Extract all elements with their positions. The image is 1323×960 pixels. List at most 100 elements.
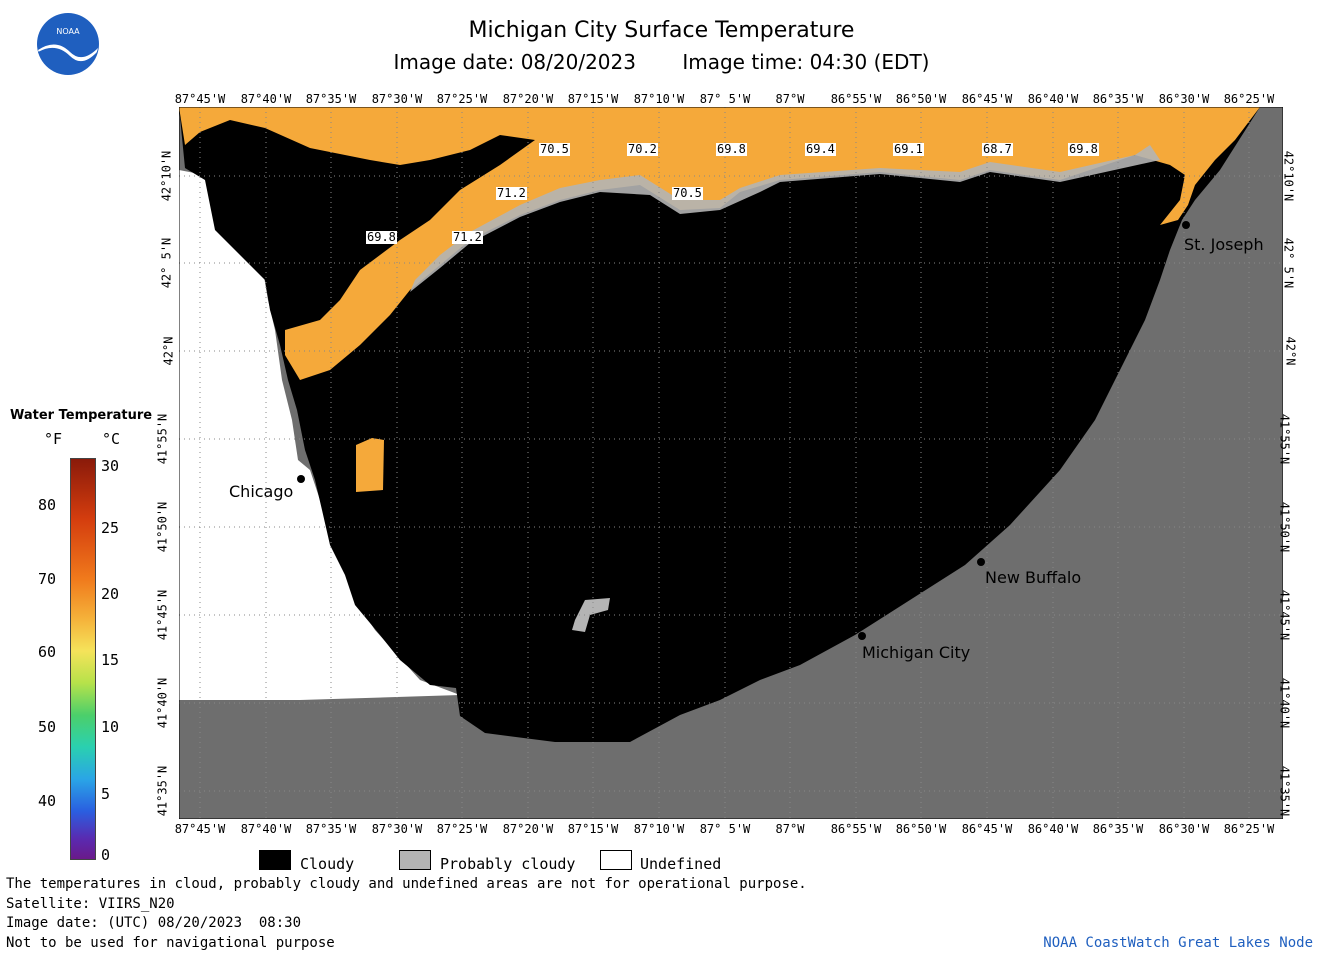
temp-label: 69.1 [893,142,924,156]
lat-tick: 42°10'N [159,150,174,202]
lat-tick: 41°45'N [155,589,170,641]
image-datetime: Image date: 08/20/2023 Image time: 04:30… [0,50,1323,74]
key-undefined-label: Undefined [640,855,722,873]
lon-tick: 87°20'W [502,92,554,106]
lon-tick: 87°25'W [436,822,488,836]
color-scale-bar [70,458,96,860]
city-label-new-buffalo: New Buffalo [985,568,1082,587]
city-label-st-joseph: St. Joseph [1184,235,1264,254]
chicago-marker [297,475,305,483]
temp-label: 69.4 [805,142,836,156]
lat-tick: 42°N [1283,336,1298,366]
temp-label: 70.5 [539,142,570,156]
lat-tick: 42°N [161,336,176,366]
lon-tick: 87°10'W [633,822,685,836]
svg-text:NOAA: NOAA [56,27,80,36]
lat-tick: 41°50'N [155,501,170,553]
probably-cloudy-area [410,145,1160,292]
lat-tick: 41°55'N [155,413,170,465]
lon-tick: 87° 5'W [699,822,751,836]
image-time: Image time: 04:30 (EDT) [682,50,930,74]
lat-tick: 42° 5'N [159,237,174,289]
temp-label: 69.8 [366,230,397,244]
temp-label: 71.2 [496,186,527,200]
lat-tick: 41°40'N [1277,677,1292,729]
temperature-map [179,107,1283,819]
lat-tick: 42°10'N [1281,150,1296,202]
probably-cloudy-patch [572,598,610,632]
lon-tick: 87°25'W [436,92,488,106]
warm-water-patch [356,438,384,492]
key-cloudy-label: Cloudy [300,855,355,873]
legend-c-tick: 5 [101,785,111,803]
lon-tick: 87°15'W [567,822,619,836]
lon-tick: 86°40'W [1027,92,1079,106]
legend-c-tick: 25 [101,519,120,537]
lon-tick: 86°35'W [1092,822,1144,836]
legend-f-tick: 70 [38,570,57,588]
legend-c-tick: 20 [101,585,120,603]
legend-unit-f: °F [44,430,63,448]
temp-label: 69.8 [1068,142,1099,156]
legend-f-tick: 50 [38,718,57,736]
lon-tick: 87°30'W [371,822,423,836]
lat-tick: 41°50'N [1277,501,1292,553]
lon-tick: 86°55'W [830,822,882,836]
michigan-city-marker [858,632,866,640]
page-title: Michigan City Surface Temperature [468,18,855,43]
lon-tick: 86°50'W [895,822,947,836]
temp-label: 71.2 [452,230,483,244]
lat-grid [179,175,1283,792]
lon-tick: 87°10'W [633,92,685,106]
key-probably-cloudy-label: Probably cloudy [440,855,576,873]
lon-tick: 87°W [775,92,805,106]
warm-water-area [179,107,1260,380]
temp-label: 69.8 [716,142,747,156]
lat-tick: 41°55'N [1277,413,1292,465]
footer-image-date-utc: Image date: (UTC) 08/20/2023 08:30 [6,915,302,931]
lon-grid [199,107,1250,819]
legend-c-tick: 15 [101,651,120,669]
lon-tick: 86°45'W [961,92,1013,106]
lon-tick: 87°45'W [174,822,226,836]
lon-tick: 86°30'W [1158,92,1210,106]
lon-tick: 86°55'W [830,92,882,106]
lon-tick: 87°45'W [174,92,226,106]
city-label-chicago: Chicago [229,482,294,501]
legend-unit-c: °C [102,430,121,448]
lon-tick: 87° 5'W [699,92,751,106]
noaa-logo: NOAA [36,12,100,76]
lat-tick: 41°40'N [155,677,170,729]
lon-tick: 87°35'W [305,92,357,106]
lon-tick: 86°30'W [1158,822,1210,836]
lon-tick: 87°20'W [502,822,554,836]
footer-satellite: Satellite: VIIRS_N20 [6,896,175,912]
lon-tick: 87°40'W [240,92,292,106]
lat-tick: 41°35'N [155,765,170,817]
footer-disclaimer: The temperatures in cloud, probably clou… [6,876,807,892]
temp-label: 68.7 [982,142,1013,156]
legend-c-tick: 0 [101,846,111,864]
key-probably-cloudy-swatch [399,850,431,870]
lon-tick: 87°15'W [567,92,619,106]
legend-f-tick: 40 [38,792,57,810]
lon-tick: 86°25'W [1223,92,1275,106]
lat-tick: 42° 5'N [1281,237,1296,289]
city-label-michigan-city: Michigan City [862,643,971,662]
lon-tick: 86°35'W [1092,92,1144,106]
legend-f-tick: 80 [38,496,57,514]
key-cloudy-swatch [259,850,291,870]
lat-tick: 41°45'N [1277,589,1292,641]
legend-c-tick: 10 [101,718,120,736]
lat-tick: 41°35'N [1277,765,1292,817]
lon-tick: 86°45'W [961,822,1013,836]
lon-tick: 86°25'W [1223,822,1275,836]
undefined-area [179,170,460,700]
lon-tick: 87°30'W [371,92,423,106]
lon-tick: 86°40'W [1027,822,1079,836]
cloud-area [179,107,1260,742]
lon-tick: 87°W [775,822,805,836]
lon-tick: 86°50'W [895,92,947,106]
st-joseph-marker [1182,221,1190,229]
legend-c-tick: 30 [101,457,120,475]
